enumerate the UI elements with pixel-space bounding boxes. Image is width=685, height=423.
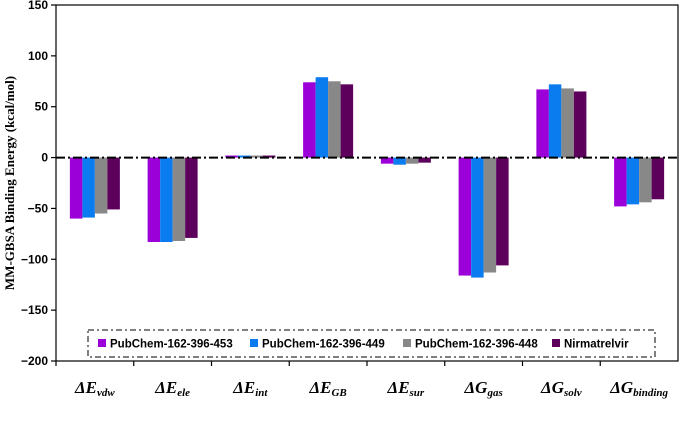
bar-1-8 bbox=[614, 157, 627, 207]
bar-4-7 bbox=[573, 91, 587, 158]
y-tick-label: −50 bbox=[28, 201, 49, 215]
y-tick-label: 50 bbox=[35, 100, 49, 114]
x-tick-label-sub: vdw bbox=[97, 387, 115, 399]
legend-box bbox=[87, 329, 656, 358]
bar-4-2 bbox=[185, 157, 198, 238]
x-tick-label: ΔEele bbox=[154, 378, 190, 399]
x-tick-label-main: ΔE bbox=[232, 378, 255, 397]
bar-2-3 bbox=[237, 155, 251, 158]
bar-1-6 bbox=[458, 157, 472, 276]
x-tick-label: ΔEvdw bbox=[74, 378, 115, 399]
bar-3-3 bbox=[250, 155, 263, 158]
x-tick-label-main: ΔE bbox=[387, 378, 410, 397]
bar-2-1 bbox=[82, 157, 95, 218]
x-tick-label-main: ΔG bbox=[464, 378, 489, 397]
x-tick-label: ΔGsolv bbox=[540, 378, 582, 399]
y-tick-label: 150 bbox=[28, 0, 48, 12]
bar-1-7 bbox=[536, 89, 549, 158]
bar-4-1 bbox=[107, 157, 120, 210]
x-tick-label-sub: int bbox=[255, 387, 268, 399]
y-axis: 150 100 50 0 −50 −100 −150 −200 bbox=[21, 0, 56, 368]
x-tick-label-main: ΔE bbox=[154, 378, 177, 397]
x-tick-label-sub: solv bbox=[563, 387, 582, 399]
bar-1-5 bbox=[380, 157, 394, 164]
x-tick-label: ΔEint bbox=[232, 378, 268, 399]
x-tick-label: ΔGgas bbox=[464, 378, 503, 399]
bar-2-2 bbox=[160, 157, 173, 242]
bar-3-7 bbox=[561, 88, 574, 158]
x-tick-label: ΔEsur bbox=[387, 378, 425, 399]
bar-4-6 bbox=[496, 157, 509, 266]
bar-1-1 bbox=[69, 157, 83, 219]
x-tick-label-sub: sur bbox=[409, 387, 425, 399]
y-tick-label: −150 bbox=[21, 303, 48, 317]
bar-1-4 bbox=[303, 82, 316, 158]
bar-2-7 bbox=[548, 84, 562, 158]
bar-4-4 bbox=[340, 84, 354, 158]
legend-label-2: PubChem-162-396-449 bbox=[262, 339, 385, 351]
bar-1-2 bbox=[147, 157, 161, 242]
legend-swatch-2 bbox=[250, 339, 258, 347]
bar-4-8 bbox=[651, 157, 665, 200]
bar-2-4 bbox=[315, 77, 329, 158]
legend-label-4: Nirmatrelvir bbox=[564, 339, 629, 351]
bar-3-8 bbox=[639, 157, 652, 203]
legend-label-1: PubChem-162-396-453 bbox=[110, 339, 233, 351]
x-tick-label-sub: gas bbox=[486, 387, 502, 399]
x-tick-label-sub: ele bbox=[177, 387, 190, 399]
bar-4-3 bbox=[262, 155, 276, 158]
x-tick-label-main: ΔG bbox=[609, 378, 634, 397]
x-tick-label-main: ΔE bbox=[308, 378, 331, 397]
x-tick-label: ΔGbinding bbox=[609, 378, 668, 399]
x-tick-label-sub: GB bbox=[331, 387, 346, 399]
bar-2-5 bbox=[393, 157, 406, 165]
y-tick-label: −100 bbox=[21, 252, 48, 266]
legend: PubChem-162-396-453 PubChem-162-396-449 Pu… bbox=[87, 329, 656, 358]
legend-swatch-1 bbox=[98, 339, 106, 347]
y-axis-title: MM-GBSA Binding Energy (kcal/mol) bbox=[2, 76, 17, 290]
bar-2-8 bbox=[626, 157, 640, 205]
bar-3-5 bbox=[405, 157, 419, 164]
bar-2-6 bbox=[471, 157, 484, 278]
bar-3-4 bbox=[328, 81, 341, 158]
bar-group bbox=[69, 77, 665, 278]
bar-3-1 bbox=[94, 157, 108, 214]
y-tick-label: 100 bbox=[28, 49, 48, 63]
y-tick-label: 0 bbox=[41, 151, 48, 165]
x-axis: ΔEvdw ΔEele ΔEint ΔEGB ΔEsur ΔGgas ΔGsolv ΔGbin… bbox=[55, 361, 669, 399]
y-tick-label: −200 bbox=[21, 354, 48, 368]
x-tick-label-main: ΔE bbox=[74, 378, 97, 397]
bar-1-3 bbox=[225, 155, 238, 158]
legend-swatch-3 bbox=[403, 339, 411, 347]
bar-4-5 bbox=[418, 157, 431, 163]
x-tick-label: ΔEGB bbox=[308, 378, 346, 399]
x-tick-label-sub: binding bbox=[633, 387, 668, 399]
legend-swatch-4 bbox=[552, 339, 560, 347]
x-tick-label-main: ΔG bbox=[540, 378, 565, 397]
bar-3-2 bbox=[172, 157, 186, 241]
legend-label-3: PubChem-162-396-448 bbox=[415, 339, 538, 351]
bar-3-6 bbox=[483, 157, 497, 273]
